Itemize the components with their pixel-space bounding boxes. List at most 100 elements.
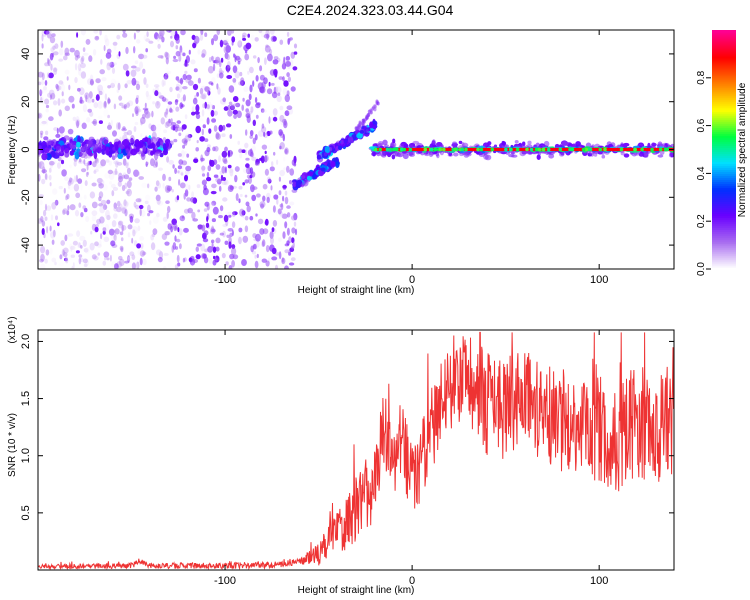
noise-speckle xyxy=(271,227,275,233)
colorbar-swatch xyxy=(712,91,736,95)
noise-speckle xyxy=(156,198,161,205)
chirp-energy xyxy=(371,124,377,130)
noise-speckle xyxy=(139,208,142,217)
noise-speckle xyxy=(104,38,110,47)
noise-speckle xyxy=(48,116,54,122)
noise-speckle xyxy=(93,30,99,34)
noise-speckle xyxy=(215,246,220,252)
noise-speckle xyxy=(210,109,215,117)
colorbar-swatch xyxy=(712,31,736,35)
noise-speckle xyxy=(120,247,124,253)
noise-speckle xyxy=(223,46,227,54)
noise-speckle xyxy=(38,218,43,224)
noise-speckle xyxy=(249,84,253,93)
tone-halo xyxy=(453,152,459,157)
noise-speckle xyxy=(123,103,127,110)
noise-speckle xyxy=(135,198,142,203)
colorbar-swatch xyxy=(712,79,736,83)
noise-speckle xyxy=(76,120,80,129)
band-energy xyxy=(97,142,102,148)
noise-speckle xyxy=(284,94,290,103)
noise-speckle xyxy=(173,55,177,60)
noise-speckle xyxy=(97,100,103,109)
colorbar-swatch xyxy=(712,255,736,258)
noise-speckle xyxy=(284,148,288,154)
chirp-energy xyxy=(371,106,375,111)
noise-speckle xyxy=(99,88,105,96)
noise-speckle xyxy=(204,149,210,157)
noise-speckle xyxy=(252,119,256,127)
noise-speckle xyxy=(145,83,149,89)
noise-speckle xyxy=(290,215,297,221)
colorbar-swatch xyxy=(712,131,736,135)
tone-sparkle xyxy=(584,147,589,152)
noise-speckle xyxy=(41,220,46,227)
noise-speckle xyxy=(133,126,137,132)
noise-speckle xyxy=(280,119,284,126)
noise-speckle xyxy=(228,265,233,269)
noise-speckle xyxy=(178,132,182,137)
noise-speckle xyxy=(215,237,221,244)
noise-speckle xyxy=(47,33,52,39)
noise-speckle xyxy=(278,237,282,242)
spectrogram-y-tick-label: 40 xyxy=(20,48,32,60)
colorbar-gradient xyxy=(712,30,736,270)
noise-speckle xyxy=(81,122,87,130)
noise-speckle xyxy=(261,258,267,263)
noise-speckle xyxy=(122,30,126,34)
noise-speckle xyxy=(80,71,87,79)
noise-speckle xyxy=(190,59,196,65)
noise-speckle xyxy=(206,103,212,111)
noise-speckle xyxy=(196,92,200,97)
noise-speckle xyxy=(61,81,65,86)
noise-speckle xyxy=(122,201,129,207)
noise-speckle xyxy=(215,58,221,65)
noise-speckle xyxy=(203,256,209,264)
noise-speckle xyxy=(188,184,191,191)
noise-speckle xyxy=(149,220,152,225)
chirp-energy xyxy=(369,110,373,115)
noise-speckle xyxy=(205,222,210,228)
noise-speckle xyxy=(137,225,141,232)
noise-speckle xyxy=(164,121,170,129)
noise-speckle xyxy=(115,161,119,168)
noise-speckle xyxy=(45,130,49,136)
noise-speckle xyxy=(251,145,256,152)
noise-speckle xyxy=(95,224,99,228)
noise-speckle xyxy=(230,151,234,155)
tone-halo xyxy=(601,154,606,159)
noise-speckle xyxy=(254,37,259,42)
noise-speckle xyxy=(251,194,257,202)
noise-speckle xyxy=(228,167,234,174)
noise-speckle xyxy=(117,122,121,130)
noise-speckle xyxy=(275,86,279,93)
noise-speckle xyxy=(239,208,245,217)
noise-speckle xyxy=(91,229,94,238)
noise-speckle xyxy=(80,245,83,249)
noise-speckle xyxy=(231,230,234,236)
noise-speckle xyxy=(208,57,212,63)
noise-speckle xyxy=(100,59,103,65)
colorbar-swatch xyxy=(712,145,736,149)
noise-speckle xyxy=(201,93,207,100)
noise-speckle xyxy=(150,158,155,167)
noise-speckle xyxy=(266,88,273,95)
colorbar-swatch xyxy=(712,99,736,103)
noise-speckle xyxy=(257,218,264,225)
tone-halo xyxy=(431,139,436,146)
snr-series-line xyxy=(38,331,674,570)
noise-speckle xyxy=(162,173,166,181)
colorbar-swatch xyxy=(712,85,736,89)
noise-speckle xyxy=(142,68,146,75)
noise-speckle xyxy=(283,56,286,65)
noise-speckle xyxy=(221,181,227,185)
noise-speckle xyxy=(176,254,180,263)
noise-speckle xyxy=(213,63,216,72)
noise-speckle xyxy=(284,110,290,117)
colorbar-swatch xyxy=(712,141,736,145)
colorbar-swatch xyxy=(712,249,736,252)
tone-sparkle xyxy=(408,147,413,152)
colorbar-swatch xyxy=(712,201,736,204)
noise-speckle xyxy=(48,72,54,79)
noise-speckle xyxy=(152,228,158,236)
